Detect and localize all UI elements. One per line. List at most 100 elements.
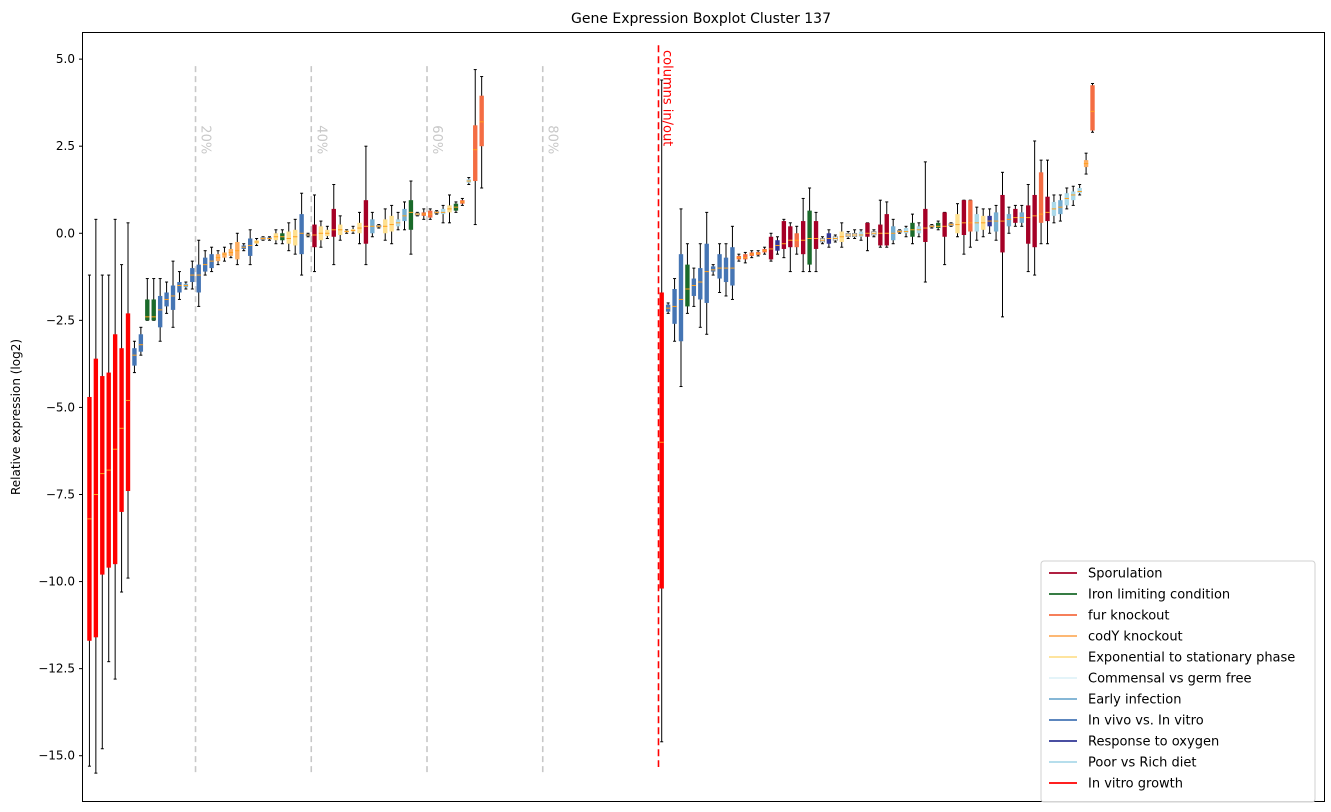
box [402, 208, 407, 222]
box-13 [164, 281, 169, 314]
box [222, 252, 227, 258]
legend-label: Early infection [1088, 693, 1181, 708]
box [942, 212, 947, 237]
box-124 [878, 199, 883, 248]
box [440, 208, 446, 215]
box-47 [383, 208, 388, 241]
box-105 [755, 250, 761, 257]
box [878, 224, 883, 246]
y-tick-label: −5.0 [46, 400, 75, 414]
box-49 [395, 211, 401, 231]
y-tick-label: 0.0 [56, 226, 75, 240]
box [177, 282, 182, 293]
box-27 [254, 237, 259, 246]
box [781, 221, 787, 249]
box [408, 200, 414, 230]
box-17 [190, 260, 195, 290]
box-31 [280, 229, 285, 245]
box-8 [132, 340, 137, 374]
box-12 [157, 278, 163, 342]
box-43 [357, 211, 362, 245]
box-111 [794, 225, 799, 255]
box [1077, 187, 1082, 194]
box [710, 266, 716, 272]
legend-label: fur knockout [1088, 609, 1170, 624]
box-157 [1090, 83, 1095, 133]
box-129 [910, 213, 915, 245]
legend-label: Response to oxygen [1088, 735, 1219, 750]
box-152 [1058, 194, 1063, 222]
box-11 [151, 278, 156, 321]
box-52 [414, 211, 420, 217]
box-107 [768, 232, 774, 262]
box-153 [1064, 187, 1069, 210]
legend-label: In vitro growth [1088, 777, 1183, 792]
box-20 [209, 246, 214, 273]
box [389, 215, 394, 232]
box-26 [247, 229, 253, 266]
box-35 [305, 232, 311, 238]
box-23 [228, 243, 234, 259]
y-tick-label: 2.5 [56, 139, 75, 153]
box-40 [338, 215, 343, 241]
box-138 [968, 199, 973, 248]
box [363, 200, 369, 244]
box-54 [428, 208, 433, 220]
box-125 [884, 201, 889, 248]
box [138, 334, 144, 352]
box-93 [678, 208, 684, 388]
box [1071, 191, 1076, 201]
box [1026, 205, 1031, 244]
box-61 [473, 69, 478, 226]
box-90 [659, 79, 664, 743]
box-22 [222, 246, 227, 262]
box [968, 200, 973, 232]
box-127 [897, 229, 903, 234]
box-96 [698, 243, 703, 328]
box [685, 264, 690, 307]
box-147 [1026, 184, 1031, 273]
chart-title: Gene Expression Boxplot Cluster 137 [571, 11, 831, 27]
box [93, 358, 99, 638]
box [331, 208, 336, 237]
box-151 [1051, 194, 1057, 224]
box-25 [241, 243, 246, 252]
box-36 [312, 194, 317, 273]
box-156 [1083, 152, 1089, 175]
box-34 [299, 192, 304, 276]
box [293, 229, 298, 246]
box-112 [800, 197, 806, 273]
box-57 [447, 194, 452, 224]
box-4 [106, 274, 111, 663]
box [473, 125, 478, 182]
box [865, 222, 870, 237]
box-141 [987, 208, 992, 234]
y-tick-label: 5.0 [56, 52, 75, 66]
box-137 [961, 199, 967, 255]
box-24 [235, 232, 240, 266]
box-110 [788, 222, 793, 273]
y-tick-label: −15.0 [38, 749, 75, 763]
legend-label: codY knockout [1088, 630, 1183, 645]
box [125, 313, 131, 492]
box-62 [479, 76, 484, 189]
box-115 [819, 236, 825, 245]
box [993, 212, 999, 232]
box-16 [183, 281, 189, 290]
box [659, 292, 664, 589]
box-6 [119, 264, 124, 593]
box [723, 257, 729, 283]
box-134 [942, 211, 947, 266]
box-135 [948, 222, 954, 227]
box-30 [273, 229, 279, 245]
box-123 [871, 229, 877, 238]
box-15 [177, 271, 182, 300]
box-60 [466, 177, 471, 186]
box-106 [762, 246, 767, 255]
plot-area: 20% 40% 60% 80% columns in/out [87, 45, 1095, 775]
box [961, 200, 967, 236]
box-142 [993, 204, 999, 241]
box-91 [665, 302, 671, 314]
percentile-label: 40% [313, 125, 328, 154]
